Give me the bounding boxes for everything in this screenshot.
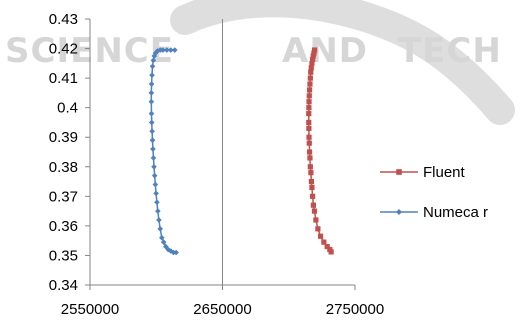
data-point-numeca	[148, 81, 155, 87]
data-point-numeca	[152, 181, 159, 188]
data-point-numeca	[151, 163, 157, 170]
watermark-right: TECH	[398, 31, 502, 71]
data-point-fluent	[310, 193, 316, 199]
data-point-fluent	[306, 119, 312, 126]
data-point-numeca	[165, 246, 171, 253]
watermark-middle: AND	[282, 31, 368, 71]
data-point-fluent	[306, 87, 313, 93]
legend-marker-fluent	[396, 169, 402, 175]
data-point-numeca	[150, 146, 156, 152]
watermark-left: SCIENCE	[5, 31, 174, 71]
y-tick-label: 0.34	[49, 277, 78, 294]
data-point-fluent	[306, 99, 312, 105]
data-point-numeca	[168, 47, 174, 53]
data-point-numeca	[157, 47, 164, 53]
data-point-fluent	[324, 243, 330, 250]
x-tick-label: 2650000	[193, 301, 251, 318]
y-tick-label: 0.42	[49, 41, 78, 58]
y-tick-label: 0.38	[49, 159, 78, 176]
data-point-numeca	[159, 234, 165, 241]
data-point-numeca	[172, 47, 178, 53]
data-point-fluent	[328, 249, 334, 255]
data-point-fluent	[311, 47, 318, 53]
series-fluent	[306, 47, 334, 255]
y-tick-label: 0.37	[49, 188, 78, 205]
data-point-numeca	[148, 98, 155, 105]
data-point-fluent	[309, 184, 315, 191]
series-line-numeca	[150, 49, 177, 254]
data-point-fluent	[308, 65, 314, 71]
y-tick-label: 0.35	[49, 247, 78, 264]
data-point-numeca	[151, 172, 158, 179]
data-point-numeca	[160, 239, 167, 245]
series-numeca	[148, 47, 179, 256]
data-point-fluent	[307, 155, 313, 161]
data-point-fluent	[308, 69, 314, 75]
data-point-fluent	[306, 134, 312, 140]
data-point-fluent	[310, 202, 316, 208]
data-point-fluent	[308, 178, 315, 185]
data-point-numeca	[162, 243, 169, 250]
data-point-numeca	[148, 110, 155, 117]
legend-item-fluent: Fluent	[380, 164, 466, 181]
data-point-fluent	[311, 50, 317, 56]
watermark-swoosh	[170, 0, 515, 125]
data-point-fluent	[313, 217, 319, 223]
data-point-numeca	[148, 119, 155, 126]
data-point-fluent	[306, 93, 312, 99]
data-point-numeca	[150, 155, 157, 161]
data-point-fluent	[317, 233, 324, 239]
data-point-fluent	[321, 239, 327, 245]
data-point-numeca	[157, 226, 164, 232]
data-point-numeca	[155, 208, 161, 214]
data-point-fluent	[308, 170, 314, 176]
data-point-fluent	[310, 53, 316, 59]
y-tick-label: 0.36	[49, 218, 78, 235]
data-point-numeca	[154, 199, 160, 206]
legend-label-numeca: Numeca r	[423, 204, 488, 221]
y-tick-label: 0.41	[49, 70, 78, 87]
data-point-fluent	[315, 226, 321, 232]
data-point-fluent	[307, 75, 313, 81]
data-point-numeca	[149, 72, 155, 78]
y-tick-label: 0.43	[49, 11, 78, 28]
data-point-numeca	[164, 47, 170, 53]
data-point-numeca	[148, 90, 155, 96]
data-point-numeca	[149, 128, 155, 135]
y-tick-label: 0.4	[57, 100, 78, 117]
data-point-fluent	[306, 149, 313, 155]
watermark: SCIENCE AND TECH	[5, 0, 515, 125]
y-tick-label: 0.39	[49, 129, 78, 146]
x-tick-label: 2750000	[326, 301, 384, 318]
data-point-numeca	[149, 137, 156, 143]
data-point-numeca	[149, 63, 156, 70]
legend-marker-numeca	[396, 209, 402, 215]
data-point-numeca	[173, 249, 179, 256]
data-point-fluent	[311, 208, 318, 214]
data-point-fluent	[307, 164, 313, 170]
legend: Fluent Numeca r	[380, 164, 488, 221]
data-point-numeca	[153, 190, 159, 197]
legend-label-fluent: Fluent	[423, 164, 466, 181]
data-point-numeca	[156, 217, 162, 223]
axes	[85, 18, 356, 290]
data-point-fluent	[306, 125, 312, 131]
x-tick-labels: 2550000 2650000 2750000	[61, 301, 384, 318]
data-point-numeca	[154, 48, 161, 54]
x-tick-label: 2550000	[61, 301, 119, 318]
legend-item-numeca: Numeca r	[380, 204, 488, 221]
data-point-fluent	[310, 56, 316, 63]
data-point-fluent	[309, 60, 315, 66]
data-point-fluent	[306, 110, 312, 117]
data-point-numeca	[151, 53, 158, 59]
data-point-fluent	[307, 81, 313, 87]
data-point-numeca	[150, 57, 157, 64]
plot-area	[148, 47, 334, 256]
data-point-fluent	[306, 105, 312, 111]
y-tick-labels: 0.34 0.35 0.36 0.37 0.38 0.39 0.4 0.41 0.42 0.43	[49, 11, 78, 294]
data-point-fluent	[306, 140, 312, 146]
